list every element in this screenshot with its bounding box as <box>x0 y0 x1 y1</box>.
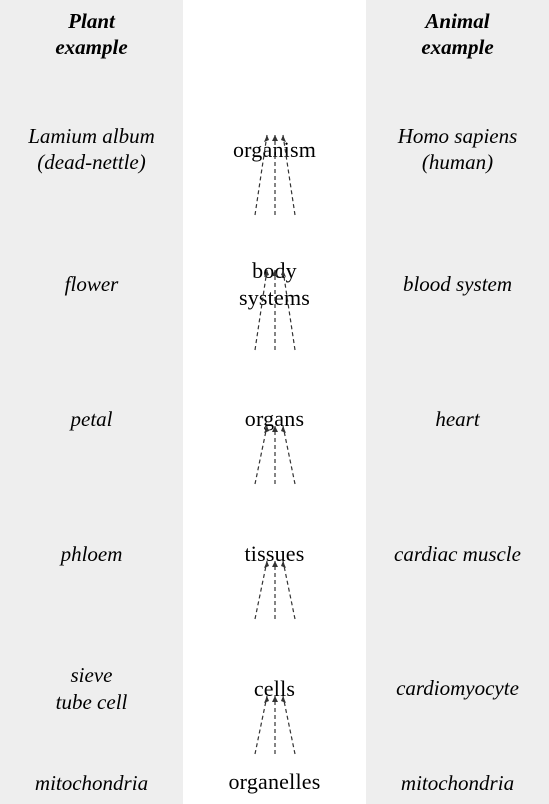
arrow-organs <box>240 418 310 486</box>
plant-cells: sievetube cell <box>56 662 128 715</box>
arrow-body-systems <box>240 260 310 352</box>
plant-header: Plantexample <box>0 0 183 82</box>
arrow-organism <box>240 125 310 217</box>
mid-header-spacer <box>183 0 366 82</box>
animal-tissues: cardiac muscle <box>394 541 521 567</box>
animal-cells: cardiomyocyte <box>396 675 519 701</box>
plant-organism: Lamium album(dead-nettle) <box>28 123 155 176</box>
plant-organelles: mitochondria <box>35 770 148 796</box>
arrow-tissues <box>240 553 310 621</box>
animal-header: Animalexample <box>366 0 549 82</box>
animal-organelles: mitochondria <box>401 770 514 796</box>
level-organelles: organelles <box>228 768 320 796</box>
arrow-cells <box>240 688 310 756</box>
plant-body-systems: flower <box>65 271 119 297</box>
plant-tissues: phloem <box>61 541 123 567</box>
animal-organs: heart <box>435 406 479 432</box>
animal-body-systems: blood system <box>403 271 512 297</box>
animal-organism: Homo sapiens(human) <box>398 123 518 176</box>
plant-organs: petal <box>71 406 113 432</box>
